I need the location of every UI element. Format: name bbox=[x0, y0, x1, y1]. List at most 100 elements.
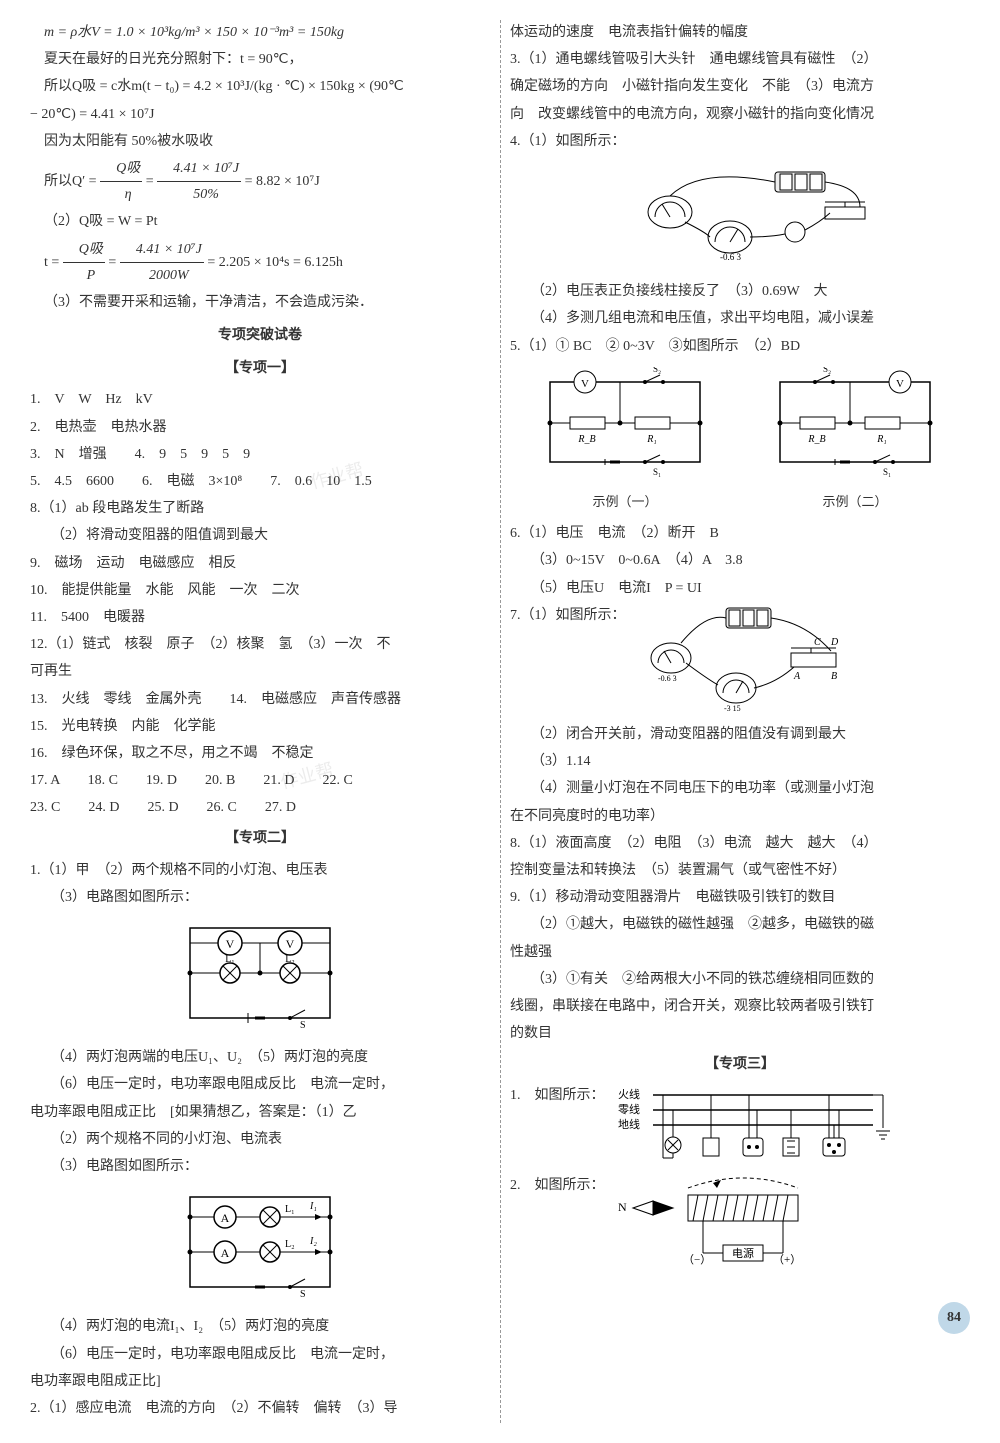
answer-line: （6）电压一定时，电功率跟电阻成反比 电流一定时， bbox=[30, 1342, 490, 1367]
svg-text:火线: 火线 bbox=[618, 1087, 640, 1101]
apparatus-svg: -0.6 3 -3 15 C D A B bbox=[636, 603, 846, 713]
answer-line: （4）多测几组电流和电压值，求出平均电阻，减小误差 bbox=[510, 306, 970, 331]
q-c1-row: 1. 如图所示： 火线 零线 地线 bbox=[510, 1083, 970, 1172]
svg-text:B: B bbox=[831, 671, 837, 682]
circuit-diagram-1: V V L₁ L₂ bbox=[30, 918, 490, 1037]
answer-line: 3. N 增强 4. 9 5 9 5 9 bbox=[30, 442, 490, 467]
svg-text:D: D bbox=[830, 637, 839, 648]
figure-caption: 示例（一） bbox=[535, 490, 715, 513]
svg-text:零线: 零线 bbox=[618, 1102, 640, 1116]
answer-line: 1. 如图所示： bbox=[510, 1083, 605, 1108]
svg-text:-0.6 3: -0.6 3 bbox=[658, 674, 677, 683]
apparatus-diagram-7: -0.6 3 -3 15 C D A B bbox=[636, 603, 846, 722]
column-divider bbox=[500, 20, 501, 1423]
svg-text:S₁: S₁ bbox=[653, 467, 661, 477]
svg-text:-0.6 3: -0.6 3 bbox=[720, 252, 741, 262]
text-line: 体运动的速度 电流表指针偏转的幅度 bbox=[510, 20, 970, 45]
answer-line: 可再生 bbox=[30, 659, 490, 684]
formula-line: （2）Q吸 = W = Pt bbox=[30, 209, 490, 234]
formula-line: 所以Q吸 = c水m(t − t₀) = 4.2 × 10³J/(kg · ℃)… bbox=[30, 74, 490, 99]
svg-text:（+）: （+） bbox=[773, 1253, 801, 1266]
svg-text:S₂: S₂ bbox=[653, 367, 661, 374]
answer-line: （3）电路图如图所示： bbox=[30, 1154, 490, 1179]
page-number: 84 bbox=[938, 1302, 970, 1334]
household-circuit-diagram: 火线 零线 地线 bbox=[613, 1083, 893, 1172]
answer-line: （4）测量小灯泡在不同电压下的电功率（或测量小灯泡 bbox=[510, 776, 970, 801]
answer-line: （2）电压表正负接线柱接反了 （3）0.69W 大 bbox=[510, 279, 970, 304]
svg-text:R₁: R₁ bbox=[876, 434, 887, 445]
answer-line: 性越强 bbox=[510, 940, 970, 965]
circuit-svg: V S₂ R_B R₁ S₁ bbox=[765, 367, 945, 477]
left-column: m = ρ水V = 1.0 × 10³kg/m³ × 150 × 10⁻³m³ … bbox=[30, 20, 490, 1423]
svg-text:S: S bbox=[300, 1020, 306, 1028]
answer-line: （4）两灯泡的电流I₁、I₂ （5）两灯泡的亮度 bbox=[30, 1314, 490, 1339]
svg-text:V: V bbox=[896, 378, 904, 390]
answer-line: 线圈，串联接在电路中，闭合开关，观察比较两者吸引铁钉 bbox=[510, 994, 970, 1019]
answer-line: 8.（1）ab 段电路发生了断路 bbox=[30, 496, 490, 521]
figure-caption: 示例（二） bbox=[765, 490, 945, 513]
subsection-heading: 【专项一】 bbox=[30, 356, 490, 381]
svg-text:V: V bbox=[226, 937, 235, 951]
answer-line: 电功率跟电阻成正比] bbox=[30, 1369, 490, 1394]
text: = 2.205 × 10⁴s = 6.125h bbox=[207, 254, 343, 269]
answer-line: 16. 绿色环保，取之不尽，用之不竭 不稳定 bbox=[30, 741, 490, 766]
svg-text:V: V bbox=[581, 378, 589, 390]
answer-line: 2. 如图所示： bbox=[510, 1173, 605, 1198]
answer-line: 在不同亮度时的电功率） bbox=[510, 804, 970, 829]
svg-text:R_B: R_B bbox=[807, 434, 825, 445]
text: = bbox=[146, 174, 154, 189]
svg-text:I₁: I₁ bbox=[309, 1201, 317, 1212]
answer-line: 向 改变螺线管中的电流方向，观察小磁针的指向变化情况 bbox=[510, 102, 970, 127]
answer-line: （2）①越大，电磁铁的磁性越强 ②越多，电磁铁的磁 bbox=[510, 912, 970, 937]
circuit-svg: 火线 零线 地线 bbox=[613, 1083, 893, 1163]
answer-line: 5.（1）① BC ② 0~3V ③如图所示 （2）BD bbox=[510, 334, 970, 359]
formula-line: 所以Q′ = Q吸η = 4.41 × 10⁷J50% = 8.82 × 10⁷… bbox=[30, 156, 490, 207]
svg-text:L₂: L₂ bbox=[285, 954, 295, 965]
answer-line: 9. 磁场 运动 电磁感应 相反 bbox=[30, 551, 490, 576]
fraction: 4.41 × 10⁷J2000W bbox=[120, 237, 204, 288]
apparatus-diagram-4: -0.6 3 bbox=[510, 162, 970, 271]
svg-text:地线: 地线 bbox=[618, 1117, 640, 1131]
q7-row: 7.（1）如图所示： -0.6 3 -3 15 C D A B bbox=[510, 603, 970, 722]
text-line: 夏天在最好的日光充分照射下：t = 90℃， bbox=[30, 47, 490, 72]
svg-text:L₁: L₁ bbox=[285, 1204, 295, 1215]
svg-text:I₂: I₂ bbox=[309, 1236, 317, 1247]
answer-line: （3）0~15V 0~0.6A （4）A 3.8 bbox=[510, 548, 970, 573]
answer-line: 4.（1）如图所示： bbox=[510, 129, 970, 154]
svg-text:V: V bbox=[286, 937, 295, 951]
answer-line: 确定磁场的方向 小磁针指向发生变化 不能 （3）电流方 bbox=[510, 74, 970, 99]
answer-line: 5. 4.5 6600 6. 电磁 3×10⁸ 7. 0.6 10 1.5 bbox=[30, 469, 490, 494]
answer-line: 控制变量法和转换法 （5）装置漏气（或气密性不好） bbox=[510, 858, 970, 883]
circuit-diagram-2: A L₁ I₁ A L₂ I₂ S bbox=[30, 1187, 490, 1306]
answer-line: （4）两灯泡两端的电压U₁、U₂ （5）两灯泡的亮度 bbox=[30, 1045, 490, 1070]
svg-text:（−）: （−） bbox=[683, 1253, 711, 1266]
answer-line: 7.（1）如图所示： bbox=[510, 603, 626, 628]
answer-line: （5）电压U 电流I P = UI bbox=[510, 576, 970, 601]
answer-line: 1.（1）甲 （2）两个规格不同的小灯泡、电压表 bbox=[30, 858, 490, 883]
circuit-svg: V V L₁ L₂ bbox=[160, 918, 360, 1028]
answer-line: （3）电路图如图所示： bbox=[30, 885, 490, 910]
apparatus-svg: -0.6 3 bbox=[610, 162, 870, 262]
circuit-examples-row: V S₂ R_B R₁ S₁ 示例（一） V bbox=[510, 367, 970, 514]
formula-line: t = Q吸P = 4.41 × 10⁷J2000W = 2.205 × 10⁴… bbox=[30, 237, 490, 288]
subsection-heading: 【专项二】 bbox=[30, 826, 490, 851]
svg-text:电源: 电源 bbox=[732, 1246, 754, 1260]
text: = bbox=[108, 254, 116, 269]
svg-text:A: A bbox=[221, 1211, 230, 1225]
page-root: m = ρ水V = 1.0 × 10³kg/m³ × 150 × 10⁻³m³ … bbox=[30, 20, 970, 1423]
fraction: Q吸η bbox=[100, 156, 142, 207]
section-heading: 专项突破试卷 bbox=[30, 323, 490, 348]
answer-line: 6.（1）电压 电流 （2）断开 B bbox=[510, 521, 970, 546]
svg-text:A: A bbox=[793, 671, 801, 682]
fraction: Q吸P bbox=[63, 237, 105, 288]
answer-line: 11. 5400 电暖器 bbox=[30, 605, 490, 630]
answer-line: （3）①有关 ②给两根大小不同的铁芯缠绕相同匝数的 bbox=[510, 967, 970, 992]
svg-text:R₁: R₁ bbox=[646, 434, 657, 445]
svg-text:L₂: L₂ bbox=[285, 1239, 295, 1250]
answer-line: 2.（1）感应电流 电流的方向 （2）不偏转 偏转 （3）导 bbox=[30, 1396, 490, 1421]
text: 所以Q′ = bbox=[44, 174, 97, 189]
answer-line: 23. C 24. D 25. D 26. C 27. D bbox=[30, 795, 490, 820]
answer-line: 9.（1）移动滑动变阻器滑片 电磁铁吸引铁钉的数目 bbox=[510, 885, 970, 910]
svg-text:A: A bbox=[221, 1246, 230, 1260]
answer-line: 12.（1）链式 核裂 原子 （2）核聚 氢 （3）一次 不 bbox=[30, 632, 490, 657]
